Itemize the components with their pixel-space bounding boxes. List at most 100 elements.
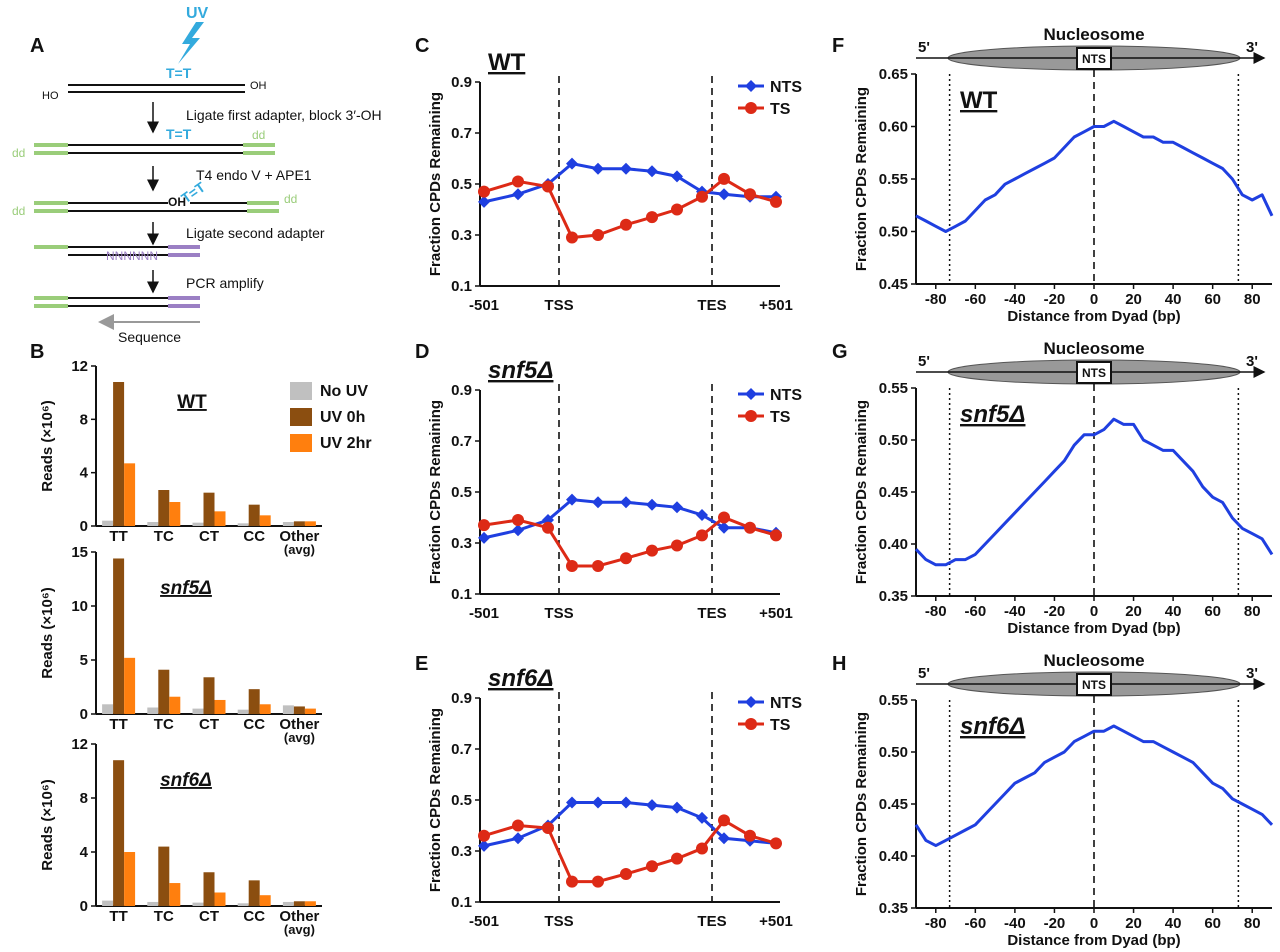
gene-chart-D-xtick-2: TES: [697, 605, 726, 622]
nuc-chart-H-nts-box-label: NTS: [1082, 678, 1106, 692]
bar-chart-0-bar-TT-0: [102, 520, 114, 526]
gene-chart-C-ts-point: [770, 195, 782, 208]
gene-chart-D-ts-point: [512, 514, 524, 527]
gene-chart-C-ts-point: [620, 218, 632, 231]
gene-chart-E-legend-ts: TS: [770, 717, 791, 734]
bar-chart-2-title: snf6Δ: [160, 770, 212, 791]
bar-chart-2-bar-TT-2: [124, 852, 136, 906]
legend-swatch-0: [290, 382, 312, 400]
bar-chart-0-title: WT: [177, 392, 207, 413]
panel-label-h: H: [832, 653, 846, 675]
nuc-chart-H-series-line: [914, 724, 1274, 848]
dd-left-2: dd: [12, 204, 25, 218]
bar-chart-1-bar-Other-2: [304, 708, 316, 714]
nuc-chart-H-xtick-5: 20: [1125, 915, 1142, 932]
gene-chart-C-ts-point: [512, 175, 524, 188]
gene-chart-C-xtick-3: +501: [759, 297, 793, 314]
dd-right-2: dd: [284, 192, 297, 206]
nuc-chart-G-xtick-8: 80: [1244, 603, 1261, 620]
nuc-chart-H-five-prime: 5': [918, 665, 930, 682]
gene-chart-E-ts-point: [542, 822, 554, 835]
gene-chart-E-ts-point: [620, 867, 632, 880]
bar-chart-0-bar-Other-0: [282, 522, 294, 526]
gene-chart-E-ts-point: [671, 852, 683, 865]
nuc-chart-F-ylabel: Fraction CPDs Remaining: [853, 87, 870, 271]
bar-chart-1-xtick-TT: TT: [109, 716, 127, 733]
bar-chart-2-ylabel: Reads (×10⁶): [39, 779, 56, 871]
gene-chart-E-ts-point: [696, 842, 708, 855]
bar-chart-2-ytick-label: 4: [80, 844, 89, 861]
gene-chart-E-ts-point: [566, 875, 578, 888]
gene-chart-D-xtick-1: TSS: [544, 605, 573, 622]
gene-chart-D-nts-point: [671, 501, 683, 514]
gene-chart-D-legend-nts: NTS: [770, 387, 802, 404]
nuc-chart-F: Nucleosome 5' 3' NTS 0.45 0.50 0.55 0.60 0.65 Fra…: [853, 25, 1274, 325]
bar-chart-1-bar-CT-2: [214, 699, 226, 714]
panel-a-schematic: UV T=T OH HO Ligate first adapter, block…: [12, 5, 382, 345]
bar-chart-2-ytick-label: 0: [80, 898, 88, 915]
bar-chart-0-bar-CT-0: [192, 522, 204, 526]
gene-chart-E-xtick-3: +501: [759, 913, 793, 930]
bar-chart-2-bar-TT-0: [102, 900, 114, 906]
bar-chart-1-ytick-label: 10: [71, 598, 88, 615]
gene-chart-C-nts-point: [671, 170, 683, 183]
gene-chart-C-legend-ts: TS: [770, 101, 791, 118]
bar-chart-1-ytick-label: 0: [80, 706, 88, 723]
nuc-chart-F-series-line: [915, 119, 1274, 233]
gene-chart-D: 0.1 0.3 0.5 0.7 0.9 Fraction CPDs Remaining -5…: [427, 357, 802, 622]
gene-chart-D-nts-point: [696, 508, 708, 521]
gene-chart-E-ytick-label: 0.9: [451, 690, 472, 707]
gene-chart-C-ts-point: [646, 211, 658, 224]
nuc-chart-F-ytick-label: 0.45: [879, 276, 908, 293]
bar-chart-0-ytick-label: 12: [71, 358, 88, 375]
nuc-chart-F-xtick-0: -80: [925, 291, 947, 308]
bar-chart-2-bar-Other-2: [304, 901, 316, 906]
nuc-chart-G-xtick-0: -80: [925, 603, 947, 620]
nuc-chart-F-xtick-4: 0: [1090, 291, 1098, 308]
bar-chart-0-bar-Other-1: [293, 521, 305, 526]
bar-chart-1-bar-TT-1: [113, 558, 125, 714]
bar-chart-1-bar-CT-1: [203, 677, 215, 714]
gene-chart-D-ts-point: [770, 529, 782, 542]
panel-label-b: B: [30, 341, 44, 363]
nuc-chart-H-xtick-0: -80: [925, 915, 947, 932]
gene-chart-C-nts-point: [592, 162, 604, 175]
bar-chart-2-xtick-CT: CT: [199, 908, 219, 925]
gene-chart-D-title: snf5Δ: [488, 357, 553, 384]
gene-chart-E-ts-point: [646, 860, 658, 873]
gene-chart-C-ylabel: Fraction CPDs Remaining: [427, 92, 444, 276]
bar-chart-2: 0 4 8 12 Reads (×10⁶) TT TC CT CC Other(avg) snf6Δ: [39, 736, 322, 937]
gene-chart-E-ytick-label: 0.5: [451, 792, 472, 809]
nuc-chart-F-nts-box-label: NTS: [1082, 52, 1106, 66]
gene-chart-D-legend-ts: TS: [770, 409, 791, 426]
gene-chart-C-ts-point: [478, 185, 490, 198]
nuc-chart-G-series-line: [914, 417, 1274, 567]
legend-label-2: UV 2hr: [320, 435, 372, 452]
nuc-chart-F-xtick-1: -60: [964, 291, 986, 308]
nuc-chart-H-title: snf6Δ: [960, 713, 1025, 740]
nuc-chart-F-xtick-2: -40: [1004, 291, 1026, 308]
gene-chart-E-ts-point: [478, 829, 490, 842]
nuc-chart-G-title: snf5Δ: [960, 401, 1025, 428]
bar-chart-0-bar-TC-2: [169, 502, 181, 526]
bar-chart-0-ytick-label: 0: [80, 518, 88, 535]
nuc-chart-G-ytick-label: 0.35: [879, 588, 908, 605]
nuc-chart-G-ylabel: Fraction CPDs Remaining: [853, 400, 870, 584]
step-4: PCR amplify: [186, 275, 264, 291]
bar-chart-0-xtick-sub: (avg): [284, 542, 315, 557]
nuc-chart-G-ytick-label: 0.45: [879, 484, 908, 501]
bar-chart-1-xtick-TC: TC: [154, 716, 174, 733]
nuc-chart-F-xtick-6: 40: [1165, 291, 1182, 308]
bar-chart-0-bar-CC-1: [248, 504, 260, 526]
bar-chart-1-title: snf5Δ: [160, 578, 212, 599]
bar-chart-2-bar-TC-2: [169, 883, 181, 906]
bar-chart-1-bar-Other-0: [282, 705, 294, 714]
nuc-chart-F-xtick-7: 60: [1204, 291, 1221, 308]
nuc-chart-H-nucleosome-label: Nucleosome: [1043, 651, 1144, 670]
bar-chart-1-xtick-Other: Other: [279, 716, 319, 733]
bar-chart-1-bar-TC-0: [147, 707, 159, 714]
gene-chart-C-ts-point: [542, 180, 554, 193]
bar-chart-1-xtick-CT: CT: [199, 716, 219, 733]
